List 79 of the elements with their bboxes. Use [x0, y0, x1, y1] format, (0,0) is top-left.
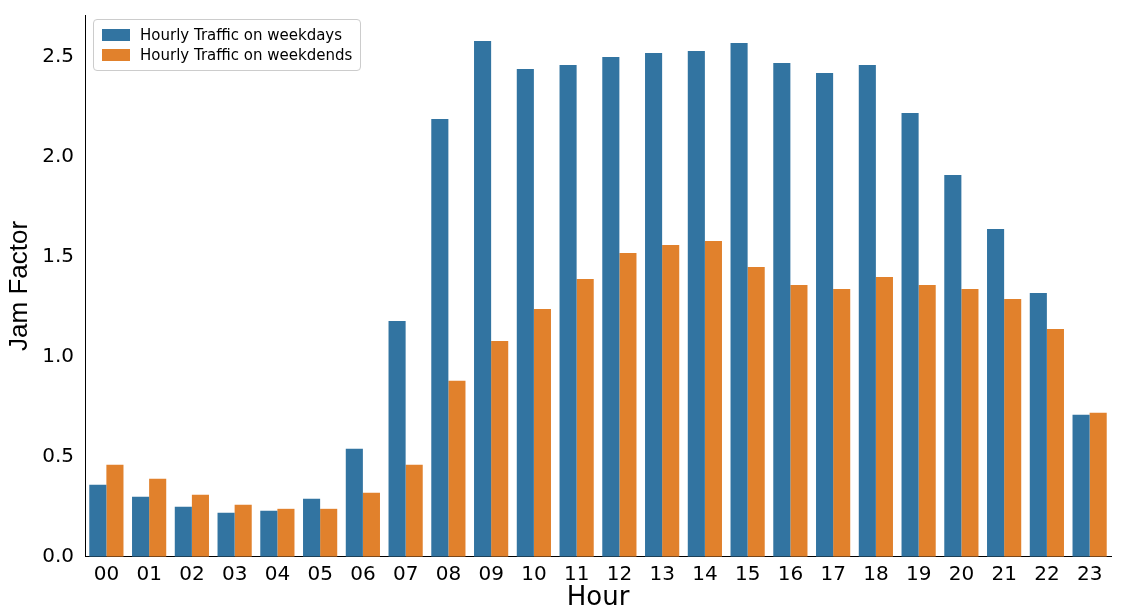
- bar: [234, 504, 252, 557]
- bar: [1029, 292, 1047, 557]
- x-tick-label: 23: [1076, 561, 1103, 585]
- x-tick-label: 03: [221, 561, 248, 585]
- x-tick-label: 10: [521, 561, 547, 585]
- x-tick-label: 07: [392, 561, 419, 585]
- bar: [747, 266, 765, 557]
- x-tick-label: 02: [179, 561, 205, 585]
- bar: [662, 244, 680, 557]
- legend-label: Hourly Traffic on weekdays: [140, 26, 343, 44]
- bar: [217, 512, 235, 557]
- bar: [961, 288, 979, 557]
- bar: [277, 508, 295, 557]
- bar: [491, 340, 509, 557]
- bar: [320, 508, 338, 557]
- x-tick-label: 00: [93, 561, 120, 585]
- y-tick-label: 2.0: [42, 143, 75, 168]
- legend-label: Hourly Traffic on weekdends: [140, 46, 353, 64]
- bar: [987, 228, 1005, 557]
- x-tick-label: 18: [863, 561, 889, 585]
- bar: [1089, 412, 1107, 557]
- y-tick-label: 0.5: [42, 443, 75, 468]
- bar: [533, 308, 551, 557]
- bar: [516, 68, 534, 557]
- x-tick-label: 19: [905, 561, 932, 585]
- bar: [730, 42, 748, 557]
- bar: [388, 320, 406, 557]
- bar: [687, 50, 705, 557]
- bar: [448, 380, 466, 557]
- bar: [602, 56, 620, 557]
- x-tick-label: 05: [307, 561, 333, 585]
- y-tick-label: 2.5: [42, 43, 75, 68]
- bar: [303, 498, 321, 557]
- x-tick-label: 09: [478, 561, 504, 585]
- bar: [405, 464, 423, 557]
- x-tick-label: 22: [1034, 561, 1060, 585]
- bar: [918, 284, 936, 557]
- y-tick-label: 1.0: [42, 343, 75, 368]
- bar: [944, 174, 962, 557]
- bar: [875, 276, 893, 557]
- y-tick-label: 1.5: [42, 243, 75, 268]
- bar: [1072, 414, 1090, 557]
- bar: [576, 278, 594, 557]
- bar: [1004, 298, 1022, 557]
- bar: [816, 72, 834, 557]
- x-tick-label: 01: [136, 561, 162, 585]
- bar: [132, 496, 150, 557]
- x-tick-label: 04: [264, 561, 291, 585]
- bar: [431, 118, 449, 557]
- x-tick-label: 20: [948, 561, 975, 585]
- bar: [191, 494, 209, 557]
- bar: [901, 112, 919, 557]
- y-tick-label: 0.0: [42, 543, 75, 567]
- bar: [474, 40, 492, 557]
- x-tick-label: 16: [777, 561, 804, 585]
- bar: [362, 492, 380, 557]
- bar: [106, 464, 124, 557]
- bar: [790, 284, 808, 557]
- x-tick-label: 21: [991, 561, 1017, 585]
- x-tick-label: 08: [435, 561, 462, 585]
- x-tick-label: 06: [350, 561, 376, 585]
- bar: [645, 52, 663, 557]
- bar: [345, 448, 363, 557]
- bar: [89, 484, 107, 557]
- y-axis-title: Jam Factor: [2, 220, 33, 351]
- x-tick-label: 17: [820, 561, 846, 585]
- x-tick-label: 14: [692, 561, 718, 585]
- bar: [858, 64, 876, 557]
- bar: [559, 64, 577, 557]
- bar: [149, 478, 167, 557]
- bar: [704, 240, 722, 557]
- bar: [260, 510, 278, 557]
- bar: [1046, 328, 1064, 557]
- x-tick-label: 13: [649, 561, 675, 585]
- bar: [833, 288, 851, 557]
- x-tick-label: 15: [734, 561, 761, 585]
- bar: [773, 62, 791, 557]
- bar: [619, 252, 637, 557]
- bar: [174, 506, 192, 557]
